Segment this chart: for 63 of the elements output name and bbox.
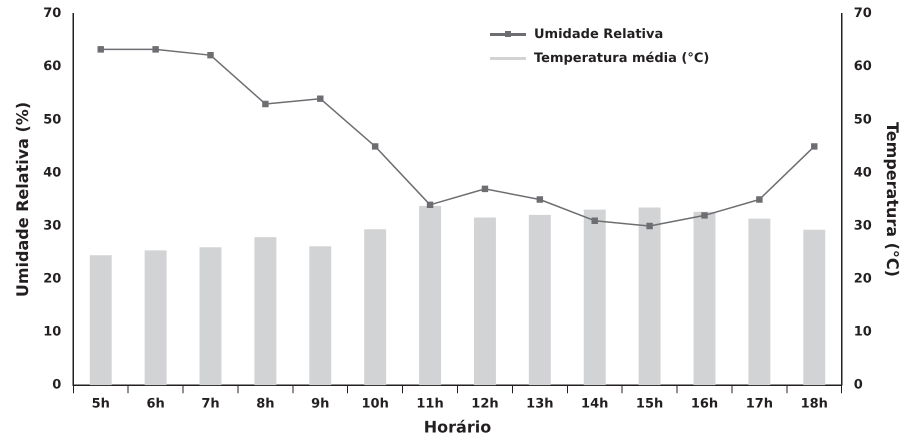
x-tick-label: 14h [581, 396, 608, 412]
x-tick-label: 16h [690, 396, 718, 412]
bar [694, 212, 716, 386]
x-tick-label: 11h [416, 396, 444, 412]
point [98, 46, 104, 53]
point [646, 222, 653, 230]
point [372, 143, 378, 150]
y2-tick-label: 50 [854, 112, 872, 128]
point [317, 95, 324, 102]
bar [309, 246, 332, 386]
y2-tick-label: 20 [854, 271, 872, 286]
y-tick-label: 60 [43, 59, 62, 74]
point [426, 202, 434, 208]
x-tick-label: 17h [746, 396, 774, 412]
y2-axis-title: Temperatura (°C) [883, 122, 902, 277]
point [262, 100, 269, 108]
bar [144, 250, 167, 386]
x-axis-title: Horário [424, 418, 492, 437]
y2-tick-label: 60 [854, 59, 872, 74]
y-tick-label: 0 [52, 378, 62, 393]
x-tick-label: 18h [800, 396, 828, 412]
legend-label: Umidade Relativa [534, 26, 664, 42]
x-tick-label: 6h [146, 396, 165, 412]
bar [748, 218, 770, 386]
point [701, 212, 708, 219]
point [207, 52, 214, 58]
y-tick-label: 40 [43, 165, 62, 180]
bar [803, 230, 826, 386]
bar [638, 207, 661, 386]
bar [419, 206, 442, 386]
x-tick-label: 10h [361, 396, 389, 412]
x-tick-label: 12h [471, 396, 499, 412]
x-tick-label: 9h [311, 396, 330, 412]
y-tick-label: 50 [43, 112, 62, 128]
y2-tick-label: 30 [854, 218, 872, 234]
bar [528, 214, 551, 386]
x-tick-label: 13h [526, 396, 554, 412]
bar [200, 247, 222, 386]
point [591, 218, 598, 224]
bar [474, 218, 496, 386]
bar [364, 229, 386, 386]
point [811, 143, 818, 150]
bar [254, 237, 276, 386]
y2-tick-label: 0 [854, 378, 863, 393]
bar [90, 255, 112, 386]
point [756, 196, 763, 203]
point [152, 46, 159, 53]
point [482, 186, 488, 192]
y-tick-label: 20 [43, 271, 62, 286]
y-tick-label: 70 [43, 6, 62, 22]
y2-tick-label: 70 [854, 6, 872, 22]
point [536, 196, 544, 203]
y-axis-title: Umidade Relativa (%) [12, 102, 32, 298]
x-tick-label: 5h [92, 396, 110, 412]
bar [584, 210, 606, 386]
y-tick-label: 10 [43, 324, 62, 340]
y2-tick-label: 40 [854, 165, 872, 180]
legend-label: Temperatura média (°C) [534, 50, 710, 66]
y-tick-label: 30 [43, 218, 62, 234]
x-tick-label: 8h [256, 396, 275, 412]
y2-tick-label: 10 [854, 324, 872, 340]
x-tick-label: 7h [201, 396, 220, 412]
x-tick-label: 15h [636, 396, 664, 412]
